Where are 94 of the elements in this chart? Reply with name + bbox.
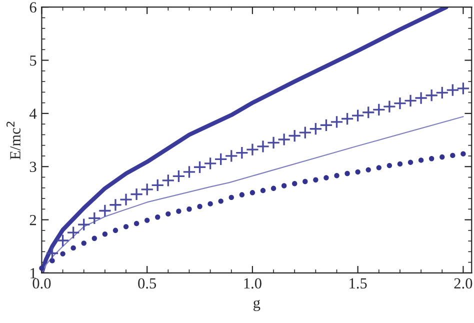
point bbox=[408, 160, 414, 165]
point bbox=[150, 178, 164, 192]
x-tick-label: 1.5 bbox=[350, 278, 367, 289]
point bbox=[366, 167, 371, 172]
point bbox=[386, 162, 392, 168]
point bbox=[270, 186, 276, 191]
point bbox=[123, 224, 129, 230]
line-series bbox=[42, 116, 464, 273]
point bbox=[166, 211, 171, 217]
point bbox=[130, 188, 144, 201]
point bbox=[77, 218, 91, 232]
point bbox=[182, 165, 196, 179]
point bbox=[155, 214, 160, 220]
point bbox=[235, 146, 249, 160]
point bbox=[108, 198, 122, 212]
point bbox=[256, 140, 270, 154]
point bbox=[292, 181, 298, 186]
point bbox=[239, 192, 245, 198]
x-tick-label: 0.5 bbox=[138, 278, 156, 289]
point bbox=[250, 190, 256, 196]
point bbox=[382, 100, 396, 114]
point bbox=[214, 152, 228, 166]
point bbox=[246, 142, 260, 156]
y-tick-label: 4 bbox=[30, 108, 37, 119]
point bbox=[56, 234, 70, 248]
point bbox=[355, 169, 360, 175]
point bbox=[288, 129, 302, 142]
point bbox=[351, 108, 364, 122]
point bbox=[298, 126, 312, 140]
x-tick-label: 1.0 bbox=[244, 278, 262, 289]
y-tick-label: 1 bbox=[30, 268, 36, 278]
point bbox=[162, 174, 175, 188]
point bbox=[66, 226, 80, 240]
point bbox=[340, 112, 354, 126]
point bbox=[70, 245, 76, 251]
point bbox=[424, 88, 438, 102]
y-tick-label: 6 bbox=[30, 2, 36, 13]
point bbox=[102, 232, 108, 237]
point bbox=[112, 228, 118, 233]
point bbox=[302, 178, 308, 184]
point bbox=[446, 83, 460, 97]
point bbox=[197, 204, 202, 210]
point bbox=[228, 194, 234, 200]
point bbox=[440, 154, 445, 160]
point bbox=[186, 206, 192, 212]
point bbox=[98, 204, 112, 218]
point bbox=[344, 170, 350, 176]
point bbox=[435, 86, 449, 100]
point bbox=[92, 236, 97, 241]
point bbox=[277, 132, 291, 146]
point bbox=[404, 94, 418, 108]
point bbox=[208, 201, 213, 206]
point bbox=[266, 136, 280, 150]
point bbox=[309, 122, 322, 136]
point bbox=[450, 152, 456, 158]
y-axis-title: E/mc$^{2}$ bbox=[6, 122, 20, 160]
point bbox=[334, 173, 340, 178]
point bbox=[456, 82, 470, 96]
point bbox=[144, 218, 150, 223]
point bbox=[88, 212, 102, 225]
x-axis-title: g bbox=[254, 300, 260, 312]
x-tick-label: 2.0 bbox=[454, 278, 472, 289]
point bbox=[140, 182, 154, 196]
point bbox=[50, 258, 55, 264]
point bbox=[81, 240, 86, 246]
point bbox=[134, 220, 140, 226]
x-tick-label: 0.0 bbox=[32, 278, 51, 289]
point bbox=[460, 151, 466, 156]
point bbox=[193, 160, 206, 174]
point bbox=[260, 188, 266, 194]
point bbox=[376, 165, 382, 170]
y-tick-label: 5 bbox=[30, 56, 36, 66]
point bbox=[372, 103, 386, 116]
y-tick-label: 2 bbox=[30, 214, 36, 226]
point bbox=[204, 156, 217, 170]
point bbox=[330, 115, 344, 129]
point bbox=[397, 161, 403, 167]
point bbox=[281, 183, 287, 188]
point bbox=[418, 158, 424, 163]
point bbox=[414, 91, 428, 105]
point bbox=[428, 156, 434, 162]
point bbox=[393, 96, 407, 110]
point bbox=[172, 170, 186, 183]
point bbox=[324, 175, 329, 180]
point bbox=[119, 192, 133, 206]
point bbox=[176, 208, 182, 214]
point bbox=[46, 246, 59, 260]
point bbox=[218, 198, 224, 204]
y-tick-label: 3 bbox=[30, 162, 36, 172]
point bbox=[313, 177, 318, 182]
point bbox=[362, 106, 376, 120]
point bbox=[320, 118, 333, 132]
point bbox=[224, 149, 238, 163]
point bbox=[60, 251, 66, 256]
